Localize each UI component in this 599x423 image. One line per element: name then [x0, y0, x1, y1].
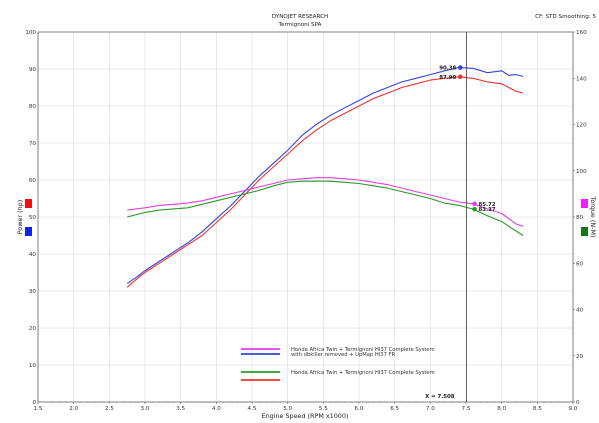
y-left-tick-label: 30: [29, 289, 37, 295]
x-tick-label: 4.0: [212, 406, 221, 412]
y-left-tick-label: 0: [32, 400, 36, 406]
x-tick-label: 2.5: [105, 406, 114, 412]
series-line-blue_power: [126, 66, 524, 285]
x-tick-label: 7.0: [426, 406, 435, 412]
right-axis-swatch: [581, 227, 588, 236]
x-tick-label: 6.0: [355, 406, 364, 412]
axis-swatches: [25, 199, 588, 236]
chart-subtitle: Termignoni SPA: [278, 22, 322, 28]
marker-dot: [472, 206, 477, 212]
y-left-tick-label: 60: [29, 178, 37, 184]
x-tick-label: 3.5: [176, 406, 185, 412]
cursor-readout: X = 7.508: [425, 394, 455, 400]
marker-dot: [457, 65, 463, 70]
y-left-tick-label: 90: [29, 67, 37, 73]
y-right-tick-label: 160: [576, 30, 587, 36]
y-left-tick-label: 50: [29, 215, 37, 221]
y-left-tick-label: 80: [29, 104, 37, 110]
left-axis-swatch: [25, 199, 32, 208]
y-right-tick-label: 100: [576, 169, 587, 175]
marker-label: 85.72: [479, 202, 496, 208]
x-tick-label: 4.5: [248, 406, 257, 412]
x-tick-label: 7.5: [462, 406, 471, 412]
x-tick-label: 5.0: [283, 406, 292, 412]
legend-entry-text: with dbkiller removed + UpMap HI37 FR: [291, 352, 396, 358]
x-tick-label: 3.0: [141, 406, 150, 412]
marker-label: 83.37: [479, 207, 496, 213]
x-tick-label: 1.5: [34, 406, 43, 412]
y-left-tick-label: 70: [29, 141, 37, 147]
marker-label: 87.90: [439, 75, 456, 81]
right-axis-swatch: [581, 199, 588, 208]
marker-dot: [457, 74, 463, 80]
x-axis-label: Engine Speed (RPM x1000): [262, 412, 349, 420]
y-left-tick-label: 10: [29, 363, 37, 369]
x-tick-label: 5.5: [319, 406, 328, 412]
series-line-red_power: [126, 76, 524, 288]
y-left-axis-ticks: 0 10 20 30 40 50 60 70 80 90 100: [25, 30, 36, 406]
y-left-tick-label: 40: [29, 252, 37, 258]
y-right-tick-label: 140: [576, 76, 587, 82]
marker-dot: [472, 201, 477, 207]
legend-entry-text: Honda Africa Twin + Termignoni HI37 Comp…: [291, 347, 435, 353]
y-right-tick-label: 120: [576, 123, 587, 129]
grid-lines: [37, 31, 574, 403]
y-left-axis-label: Power (hp): [16, 200, 24, 234]
y-right-tick-label: 80: [576, 215, 584, 221]
series-line-pink_torque: [127, 177, 524, 227]
y-left-tick-label: 100: [25, 30, 36, 36]
series-line-green_torque: [127, 180, 524, 236]
x-tick-label: 6.5: [390, 406, 399, 412]
x-tick-label: 2.0: [69, 406, 78, 412]
y-right-axis-label: Torque (N-M): [589, 196, 597, 238]
x-tick-label: 8.5: [533, 406, 542, 412]
y-right-tick-label: 20: [576, 354, 584, 360]
legend-entry-text: Honda Africa Twin + Termignoni HI37 Comp…: [291, 370, 435, 376]
legend: Honda Africa Twin + Termignoni HI37 Comp…: [241, 347, 435, 381]
x-tick-label: 8.0: [497, 406, 506, 412]
marker-label: 90.38: [439, 66, 456, 72]
left-axis-swatch: [25, 227, 32, 236]
x-axis-ticks: 1.5 2.0 2.5 3.0 3.5 4.0 4.5 5.0 5.5 6.0 6.5 7.0 7.5 8…: [34, 402, 578, 412]
chart-title: DYNOJET RESEARCH: [272, 14, 328, 20]
y-right-tick-label: 60: [576, 261, 584, 267]
settings-readout: CF: STD Smoothing: 5: [535, 14, 596, 20]
y-right-tick-label: 0: [576, 400, 580, 406]
x-tick-label: 9.0: [569, 406, 578, 412]
y-right-tick-label: 40: [576, 308, 584, 314]
y-right-axis-ticks: 0 20 40 60 80 100 120 140 160: [573, 30, 587, 406]
series-lines: [126, 66, 524, 288]
y-left-tick-label: 20: [29, 326, 37, 332]
